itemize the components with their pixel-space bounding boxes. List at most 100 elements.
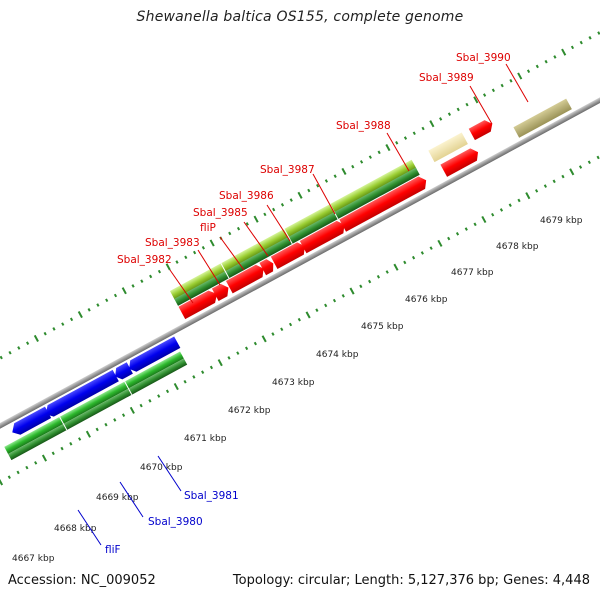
gene-label-sbal-3990: Sbal_3990 [456, 52, 511, 64]
scale-tick [131, 284, 135, 288]
scale-tick [297, 317, 301, 322]
scale-tick [69, 441, 73, 446]
scale-tick [341, 167, 347, 175]
scale-tick [183, 379, 187, 384]
gene-arrow [115, 362, 133, 380]
scale-tick [140, 279, 144, 283]
gene-label-sbal-3985: Sbal_3985 [193, 207, 248, 219]
scale-tick [288, 322, 293, 327]
scale-tick [16, 470, 20, 475]
scale-tick [570, 45, 575, 50]
gene-labels-bottom: fliF Sbal_3980 Sbal_3981 [105, 490, 239, 556]
gene-label-sbal-3981: Sbal_3981 [184, 490, 239, 502]
scale-tick [34, 461, 38, 465]
scale-tick [491, 212, 495, 217]
gene-arrow [440, 148, 479, 177]
scale-tick [165, 263, 171, 271]
scale-tick [148, 399, 152, 403]
gene-arrow [12, 406, 52, 435]
scale-tick [52, 327, 56, 331]
scale-tick [473, 96, 479, 104]
kbp-label: 4672 kbp [228, 406, 271, 416]
scale-tick [149, 274, 153, 279]
scale-tick [429, 246, 433, 250]
scale-tick [561, 48, 567, 56]
scale-tick [289, 198, 293, 202]
callout-line [469, 85, 493, 125]
gene-boundary [283, 228, 293, 245]
scale-tick [61, 322, 65, 326]
scale-tick [509, 78, 513, 83]
scale-tick [209, 365, 214, 370]
scale-tick [561, 174, 565, 179]
scale-tick [447, 236, 451, 241]
scale-tick [280, 203, 285, 207]
gene-label-sbal-3986: Sbal_3986 [219, 190, 274, 202]
gene-arrow [299, 220, 345, 254]
scale-tick [482, 93, 487, 97]
scale-tick [165, 389, 170, 394]
scale-tick [500, 83, 504, 88]
gene-arrow [129, 336, 181, 372]
scale-tick [333, 174, 337, 178]
scale-tick [69, 317, 74, 322]
scale-tick [113, 418, 117, 422]
callout-line [119, 481, 144, 518]
kbp-label: 4670 kbp [140, 463, 183, 473]
scale-tick [368, 279, 372, 284]
gene-feature [174, 167, 420, 306]
scale-tick [499, 208, 504, 212]
callout-line [77, 509, 102, 546]
kbp-label: 4677 kbp [451, 268, 494, 278]
kbp-scale-labels: 4667 kbp 4668 kbp 4669 kbp 4670 kbp 4671… [12, 216, 583, 564]
callout-line [197, 249, 221, 286]
scale-tick [517, 72, 523, 80]
scale-tick [535, 64, 539, 69]
scale-tick [412, 131, 416, 136]
gene-label-flip: fliP [200, 222, 216, 234]
scale-tick [403, 136, 408, 140]
scale-tick [0, 355, 3, 360]
scale-tick [421, 126, 425, 131]
scale-tick [429, 120, 435, 128]
scale-tick [535, 189, 539, 193]
gene-arrow [178, 290, 218, 320]
scale-tick [33, 334, 39, 342]
gene-label-sbal-3982: Sbal_3982 [117, 254, 172, 266]
scale-tick [596, 155, 600, 160]
scale-tick [385, 144, 391, 152]
scale-tick [192, 375, 196, 379]
scale-tick [447, 112, 452, 116]
scale-tick [201, 370, 205, 374]
scale-tick [377, 150, 381, 155]
gene-label-flif: fliF [105, 544, 121, 556]
gene-arrow [270, 242, 305, 269]
scale-tick [87, 308, 91, 312]
scale-tick [253, 341, 257, 346]
scale-tick [26, 341, 30, 346]
scale-tick [85, 430, 91, 438]
gene-arrow [259, 259, 274, 276]
gene-label-sbal-3983: Sbal_3983 [145, 237, 200, 249]
kbp-label: 4671 kbp [184, 434, 227, 444]
scale-tick [439, 117, 443, 121]
scale-tick [261, 335, 267, 343]
scale-tick [341, 294, 345, 298]
scale-tick [481, 215, 487, 224]
genome-summary-text: Topology: circular; Length: 5,127,376 bp… [232, 573, 590, 588]
kbp-label: 4674 kbp [316, 350, 359, 360]
scale-tick [393, 263, 399, 271]
gene-feature [428, 132, 468, 163]
callout-line [219, 236, 245, 271]
scale-tick [597, 31, 600, 35]
scale-tick [121, 287, 127, 295]
gene-label-sbal-3988: Sbal_3988 [336, 120, 391, 132]
scale-tick [263, 212, 267, 217]
scale-tick [587, 160, 591, 165]
scale-tick [525, 192, 531, 200]
scale-tick [403, 260, 407, 265]
callout-line [386, 132, 410, 172]
gene-boundary [59, 416, 68, 431]
callout-line [266, 204, 291, 242]
scale-tick [297, 191, 303, 199]
